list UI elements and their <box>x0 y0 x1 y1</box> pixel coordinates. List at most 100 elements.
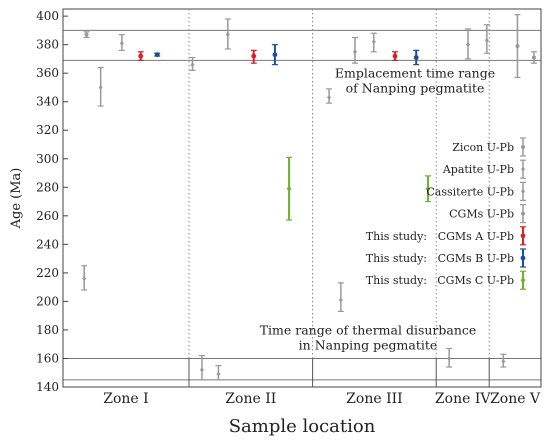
point-marker <box>82 276 87 282</box>
point-marker <box>199 367 204 373</box>
data-point <box>465 28 472 60</box>
data-point <box>326 88 333 104</box>
legend-label: CGMs A U-Pb <box>438 230 514 243</box>
legend-marker <box>521 188 525 194</box>
data-point <box>413 49 420 66</box>
point-marker <box>338 297 343 303</box>
data-point <box>424 175 431 203</box>
zone-label: Zone I <box>103 391 148 407</box>
legend-item: CGMs C U-Pb This study: <box>366 270 526 290</box>
emplacement-annotation-line: of Nanping pegmatite <box>346 80 485 95</box>
point-marker <box>447 355 452 361</box>
data-point <box>154 52 161 58</box>
data-point <box>514 14 521 79</box>
legend-label: Apatite U-Pb <box>442 163 514 176</box>
zone-label: Zone III <box>346 391 403 407</box>
y-tick-label: 360 <box>36 66 59 80</box>
y-tick-label: 280 <box>36 180 59 194</box>
point-marker <box>484 37 489 43</box>
legend-marker <box>521 145 525 149</box>
legend-item: Zicon U-Pb <box>452 137 526 157</box>
y-tick-label: 400 <box>36 9 59 23</box>
data-point <box>250 49 257 64</box>
legend-item: Apatite U-Pb <box>442 159 526 179</box>
legend-label: CGMs B U-Pb <box>438 252 514 265</box>
point-marker <box>154 52 160 58</box>
data-point <box>271 44 278 66</box>
legend-marker <box>520 255 526 261</box>
data-point <box>392 51 399 61</box>
point-marker <box>327 94 332 100</box>
data-point <box>198 355 205 381</box>
data-point <box>215 365 222 381</box>
y-tick-label: 160 <box>36 351 59 365</box>
point-marker <box>272 52 278 58</box>
point-marker <box>138 53 144 59</box>
legend-item: Cassiterte U-Pb <box>426 181 526 201</box>
point-marker <box>352 49 357 55</box>
point-marker <box>466 42 471 48</box>
point-marker <box>251 53 257 59</box>
data-point <box>286 156 293 221</box>
data-point <box>189 56 196 71</box>
data-point <box>370 32 377 53</box>
thermal-annotation-line: Time range of thermal disurbance <box>260 322 477 337</box>
point-marker <box>190 62 195 68</box>
point-marker <box>413 55 419 60</box>
data-point <box>137 51 144 61</box>
y-tick-label: 320 <box>36 123 59 137</box>
legend-marker <box>520 277 526 284</box>
data-point <box>483 24 490 54</box>
legend-label: Zicon U-Pb <box>452 141 514 154</box>
data-point <box>81 265 88 291</box>
legend-label: Cassiterte U-Pb <box>426 185 514 198</box>
legend-item: CGMs A U-Pb This study: <box>366 226 526 246</box>
data-point <box>224 18 231 50</box>
data-points <box>81 14 537 381</box>
data-point <box>351 36 358 64</box>
point-marker <box>119 40 124 46</box>
legend-item: CGMs B U-Pb This study: <box>366 248 526 268</box>
y-tick-label: 340 <box>36 95 59 109</box>
legend-marker <box>521 166 525 172</box>
y-tick-label: 380 <box>36 38 59 52</box>
legend-prefix: This study: <box>366 230 427 243</box>
point-marker <box>425 185 431 192</box>
y-tick-label: 200 <box>36 294 59 308</box>
data-point <box>500 353 507 368</box>
legend-label: CGMs C U-Pb <box>437 274 514 287</box>
point-marker <box>531 55 536 60</box>
data-point <box>83 31 90 39</box>
legend-item: CGMs U-Pb <box>449 204 526 224</box>
thermal-annotation-line: in Nanping pegmatite <box>299 337 438 352</box>
point-marker <box>515 44 520 49</box>
y-tick-label: 300 <box>36 152 59 166</box>
zone-label: Zone V <box>490 391 541 407</box>
legend-marker <box>520 233 526 239</box>
point-marker <box>84 32 89 37</box>
legend: Zicon U-Pb Apatite U-Pb Cassiterte U-Pb CGM… <box>366 137 526 290</box>
x-axis-title: Sample location <box>229 416 376 437</box>
legend-label: CGMs U-Pb <box>449 208 514 221</box>
y-axis-title: Age (Ma) <box>9 168 24 230</box>
point-marker <box>286 185 292 192</box>
point-marker <box>216 371 221 377</box>
zone-label: Zone IV <box>435 391 491 407</box>
legend-prefix: This study: <box>366 252 427 265</box>
x-axis-zones: Zone I Zone II Zone III Zone IV Zone V <box>103 9 541 407</box>
y-tick-label: 240 <box>36 237 59 251</box>
y-tick-label: 260 <box>36 209 59 223</box>
zone-label: Zone II <box>225 391 276 407</box>
data-point <box>446 347 453 368</box>
plot-frame <box>62 8 542 388</box>
y-tick-label: 140 <box>36 380 59 394</box>
y-tick-label: 180 <box>36 323 59 337</box>
point-marker <box>501 358 506 364</box>
data-point <box>337 282 344 312</box>
emplacement-annotation-line: Emplacement time range <box>335 65 495 80</box>
point-marker <box>392 53 398 59</box>
legend-marker <box>521 211 525 216</box>
point-marker <box>371 39 376 45</box>
